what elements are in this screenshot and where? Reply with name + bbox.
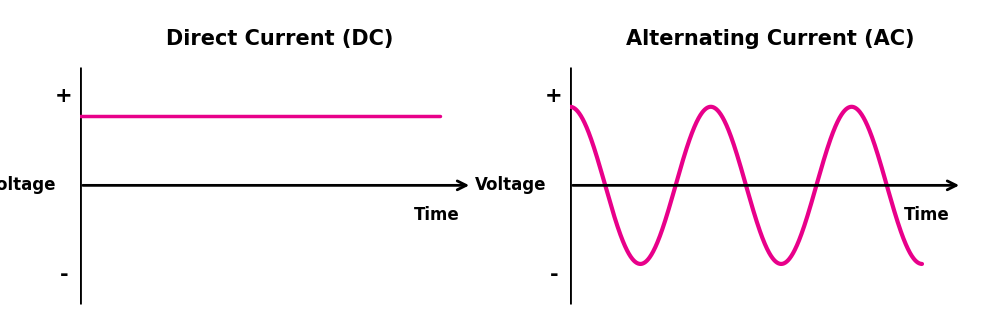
Text: -: -: [60, 265, 68, 285]
Text: Voltage: Voltage: [475, 176, 546, 194]
Text: Time: Time: [414, 206, 460, 223]
Text: +: +: [55, 85, 73, 106]
Text: Voltage: Voltage: [0, 176, 56, 194]
Text: -: -: [550, 265, 558, 285]
Title: Direct Current (DC): Direct Current (DC): [166, 29, 394, 49]
Text: +: +: [545, 85, 563, 106]
Text: Time: Time: [904, 206, 950, 223]
Title: Alternating Current (AC): Alternating Current (AC): [626, 29, 914, 49]
